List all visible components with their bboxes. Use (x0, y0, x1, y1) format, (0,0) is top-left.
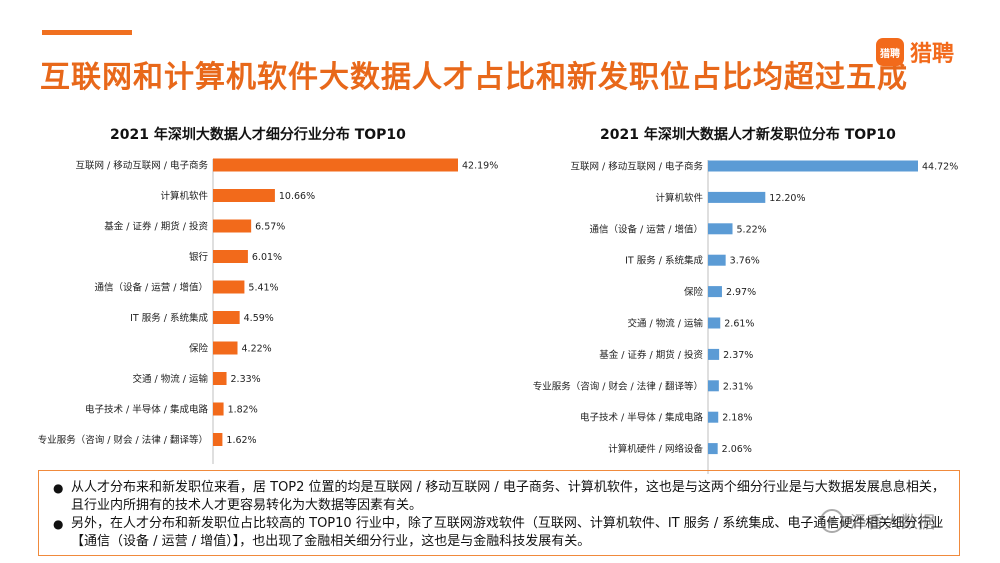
data-label: 5.41% (248, 283, 278, 294)
category-label: 交通 / 物流 / 运输 (628, 318, 704, 330)
bar (708, 443, 718, 455)
data-label: 2.06% (722, 444, 752, 455)
bar (708, 254, 726, 266)
bar (213, 311, 240, 324)
category-label: 计算机硬件 / 网络设备 (608, 443, 703, 455)
bar (708, 160, 918, 172)
bullet-icon: ● (53, 517, 64, 531)
data-label: 10.66% (279, 191, 315, 202)
data-label: 4.22% (242, 344, 272, 355)
data-label: 42.19% (462, 161, 498, 172)
data-label: 1.62% (226, 435, 256, 446)
category-label: 基金 / 证券 / 期货 / 投资 (104, 221, 208, 233)
insight-text: 从人才分布来和新发职位来看，居 TOP2 位置的均是互联网 / 移动互联网 / … (71, 480, 945, 513)
logo-text: 猎聘 (910, 42, 955, 67)
category-label: 互联网 / 移动互联网 / 电子商务 (571, 161, 704, 173)
bar (708, 191, 766, 203)
new-jobs-distribution-chart: 互联网 / 移动互联网 / 电子商务 44.72% 计算机软件 12.20% 通信（设备… (533, 160, 958, 474)
category-label: 通信（设备 / 运营 / 增值） (590, 223, 703, 235)
bar (213, 219, 252, 233)
category-label: 基金 / 证券 / 期货 / 投资 (599, 349, 703, 361)
bar (708, 411, 719, 423)
data-label: 3.76% (730, 256, 760, 267)
bar (213, 280, 245, 294)
data-label: 6.57% (255, 222, 285, 233)
bar (213, 433, 223, 446)
bar (213, 372, 227, 385)
watermark: ◉ 泽香大数据 (820, 508, 935, 533)
data-label: 4.59% (244, 313, 274, 324)
category-label: 专业服务（咨询 / 财会 / 法律 / 翻译等） (38, 434, 208, 446)
data-label: 6.01% (252, 252, 282, 263)
bar (708, 348, 720, 360)
bar (708, 286, 722, 298)
bar (708, 317, 721, 329)
category-label: 计算机软件 (655, 192, 703, 204)
bullet-icon: ● (53, 481, 64, 495)
data-label: 44.72% (922, 162, 958, 173)
page-title: 互联网和计算机软件大数据人才占比和新发职位占比均超过五成 (40, 60, 908, 95)
category-label: IT 服务 / 系统集成 (130, 312, 208, 324)
data-label: 12.20% (769, 193, 805, 204)
insight-item: ● 另外，在人才分布和新发职位占比较高的 TOP10 行业中，除了互联网游戏软件… (53, 515, 945, 551)
watermark-text: 泽香大数据 (850, 513, 935, 533)
wechat-icon: ◉ (820, 508, 844, 533)
bar (213, 341, 238, 355)
data-label: 2.31% (723, 381, 753, 392)
data-label: 2.18% (722, 413, 752, 424)
category-label: 电子技术 / 半导体 / 集成电路 (85, 404, 208, 416)
bar (708, 223, 733, 235)
data-label: 2.33% (231, 374, 261, 385)
category-label: 互联网 / 移动互联网 / 电子商务 (76, 160, 209, 172)
bar (213, 402, 224, 416)
data-label: 1.82% (228, 405, 258, 416)
category-label: 通信（设备 / 运营 / 增值） (95, 282, 208, 294)
data-label: 2.61% (724, 319, 754, 330)
right-chart-title: 2021 年深圳大数据人才新发职位分布 TOP10 (600, 127, 896, 143)
insights-box: ● 从人才分布来和新发职位来看，居 TOP2 位置的均是互联网 / 移动互联网 … (38, 470, 960, 556)
bar (213, 250, 248, 263)
insight-text: 另外，在人才分布和新发职位占比较高的 TOP10 行业中，除了互联网游戏软件（互… (71, 516, 944, 549)
category-label: IT 服务 / 系统集成 (625, 255, 703, 267)
data-label: 2.37% (723, 350, 753, 361)
bar (708, 380, 719, 392)
title-accent-rule (42, 30, 132, 35)
category-label: 交通 / 物流 / 运输 (133, 373, 209, 385)
category-label: 电子技术 / 半导体 / 集成电路 (580, 412, 703, 424)
liepin-logo: 猎聘 猎聘 (876, 36, 954, 68)
data-label: 5.22% (737, 224, 767, 235)
data-label: 2.97% (726, 287, 756, 298)
category-label: 专业服务（咨询 / 财会 / 法律 / 翻译等） (533, 380, 703, 392)
bar (213, 189, 275, 202)
insight-item: ● 从人才分布来和新发职位来看，居 TOP2 位置的均是互联网 / 移动互联网 … (53, 479, 945, 515)
left-chart-title: 2021 年深圳大数据人才细分行业分布 TOP10 (110, 127, 406, 143)
category-label: 保险 (189, 343, 209, 355)
category-label: 计算机软件 (160, 190, 208, 202)
bar (213, 158, 458, 172)
category-label: 银行 (189, 251, 209, 263)
talent-distribution-chart: 互联网 / 移动互联网 / 电子商务 42.19% 计算机软件 10.66% 基金 / … (38, 158, 498, 464)
logo-badge-icon: 猎聘 (876, 38, 904, 66)
category-label: 保险 (684, 286, 704, 298)
